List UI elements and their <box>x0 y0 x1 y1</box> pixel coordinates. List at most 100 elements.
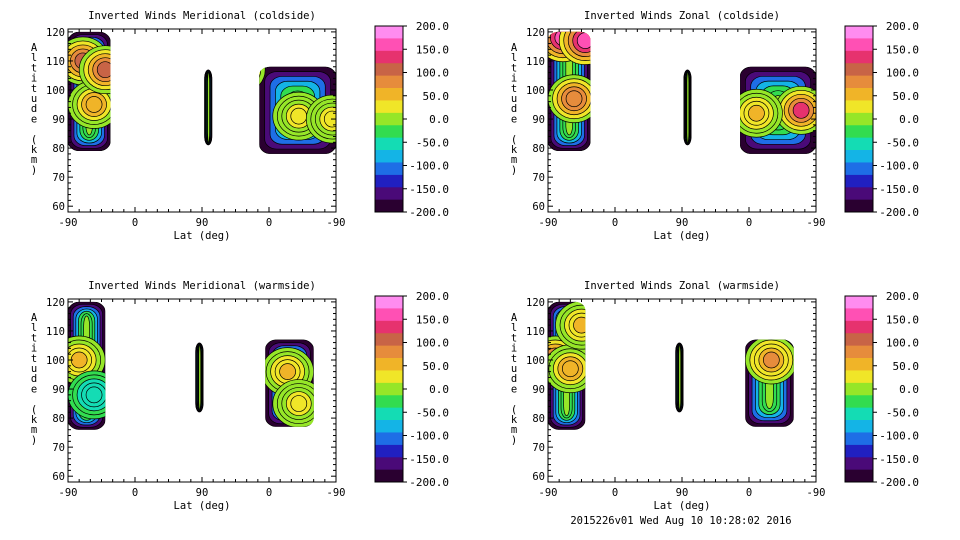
colorbar-band <box>375 162 403 175</box>
contour-feature <box>290 395 308 412</box>
colorbar-tick-label: -200.0 <box>879 476 919 489</box>
contour-feature <box>681 352 697 368</box>
y-tick-label: 60 <box>52 201 65 213</box>
contour-feature <box>663 336 715 384</box>
colorbar-band <box>845 469 873 482</box>
colorbar-tick-label: -100.0 <box>879 430 919 443</box>
y-tick-label: 120 <box>46 27 65 39</box>
colorbar-tick-label: 0.0 <box>429 383 449 396</box>
contour-feature <box>707 29 732 53</box>
colorbar-band <box>375 199 403 212</box>
colorbar-band <box>375 174 403 188</box>
contour-feature <box>201 348 226 372</box>
colorbar-band <box>845 150 873 163</box>
y-tick-label: 80 <box>532 143 545 155</box>
contour-feature <box>279 363 296 380</box>
colorbar-band <box>845 444 873 458</box>
contour-region <box>191 37 337 154</box>
colorbar-band <box>845 112 873 126</box>
y-tick-label: 80 <box>532 413 545 425</box>
colorbar-band <box>845 63 873 76</box>
colorbar-band <box>375 100 403 113</box>
y-tick-label: 120 <box>526 27 545 39</box>
colorbar-band <box>845 333 873 346</box>
colorbar-tick-label: -50.0 <box>416 136 449 149</box>
colorbar-band <box>845 407 873 420</box>
contour-feature <box>195 41 238 81</box>
contour-feature <box>698 21 741 61</box>
colorbar-band <box>845 50 873 64</box>
contour-feature <box>209 53 225 69</box>
y-tick-label: 110 <box>526 326 545 338</box>
contour-region <box>663 309 794 427</box>
colorbar-tick-label: -150.0 <box>879 183 919 196</box>
contour-band <box>198 345 202 410</box>
colorbar-band <box>845 308 873 321</box>
contour-feature <box>561 360 579 378</box>
colorbar-band <box>375 125 403 138</box>
colorbar-band <box>375 457 403 470</box>
x-tick-label: 0 <box>612 487 618 499</box>
colorbar-band <box>845 420 873 433</box>
colorbar-tick-label: 0.0 <box>899 383 919 396</box>
y-tick-label: 70 <box>52 172 65 184</box>
y-tick-label: 110 <box>46 56 65 68</box>
colorbar-tick-label: -150.0 <box>879 453 919 466</box>
y-tick-label: 100 <box>526 355 545 367</box>
colorbar-tick-label: -150.0 <box>409 183 449 196</box>
y-tick-label: 60 <box>532 471 545 483</box>
contour-feature <box>220 387 236 403</box>
x-tick-label: 90 <box>196 487 209 499</box>
contour-feature <box>691 83 725 115</box>
contour-feature <box>191 37 243 85</box>
colorbar-band <box>845 395 873 408</box>
contour-feature <box>290 107 308 125</box>
contour-region <box>195 342 204 413</box>
contour-feature <box>222 54 256 86</box>
colorbar-band <box>845 296 873 309</box>
contour-feature <box>668 340 711 380</box>
colorbar-tick-label: 50.0 <box>423 360 450 373</box>
contour-feature <box>576 32 591 49</box>
x-axis-label: Lat (deg) <box>174 500 231 512</box>
colorbar-band <box>375 358 403 371</box>
contour-feature <box>699 309 733 341</box>
colorbar-band <box>375 469 403 482</box>
colorbar-band <box>375 150 403 163</box>
contour-feature <box>696 361 712 377</box>
x-tick-label: 0 <box>266 487 272 499</box>
y-tick-label: 90 <box>52 114 65 126</box>
contour-feature <box>85 386 103 404</box>
contour-feature <box>205 352 221 368</box>
x-tick-label: -90 <box>327 487 346 499</box>
x-tick-label: -90 <box>327 217 346 229</box>
colorbar-band <box>375 187 403 200</box>
y-tick-label: 70 <box>52 442 65 454</box>
contour-feature <box>227 58 252 82</box>
contour-feature <box>204 49 229 73</box>
footer-timestamp: 2015226v01 Wed Aug 10 10:28:02 2016 <box>570 515 791 527</box>
contour-feature <box>693 17 745 65</box>
colorbar-tick-label: 150.0 <box>886 313 919 326</box>
y-tick-label: 110 <box>46 326 65 338</box>
y-tick-label: 90 <box>52 384 65 396</box>
colorbar-band <box>375 63 403 76</box>
contour-feature <box>689 30 705 46</box>
colorbar-band <box>845 75 873 88</box>
x-tick-label: 0 <box>132 487 138 499</box>
contour-feature <box>216 93 241 117</box>
panel-4: -90 0 90 0 -90 60 70 80 90 100 110 120 Inverted Wind… <box>511 280 919 512</box>
contour-feature <box>696 87 721 111</box>
contour-feature <box>207 375 250 415</box>
contour-band <box>207 72 210 143</box>
x-tick-label: 90 <box>676 487 689 499</box>
colorbar-band <box>375 112 403 126</box>
x-tick-label: 0 <box>132 217 138 229</box>
colorbar-band <box>845 199 873 212</box>
contour-feature <box>573 316 586 334</box>
panel-3: -90 0 90 0 -90 60 70 80 90 100 110 120 Inverted Wind… <box>31 280 449 512</box>
colorbar-tick-label: 100.0 <box>886 67 919 80</box>
contour-region <box>683 69 692 146</box>
